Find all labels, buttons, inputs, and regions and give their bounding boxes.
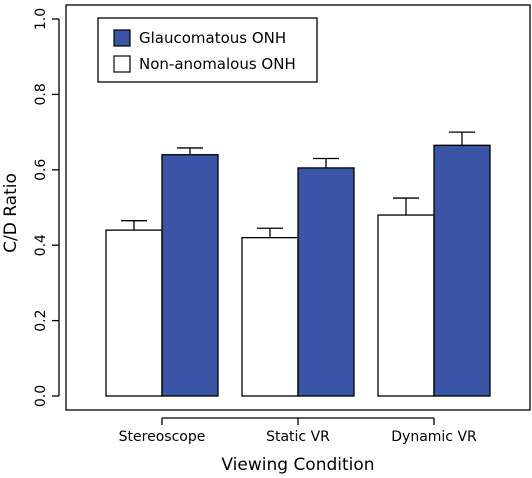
x-axis: Stereoscope Static VR Dynamic VR xyxy=(119,417,477,445)
y-tick-label: 0.2 xyxy=(33,309,49,331)
x-tick-label: Dynamic VR xyxy=(391,429,477,445)
bar xyxy=(161,154,219,397)
y-tick-label: 0.8 xyxy=(33,83,49,105)
legend-swatch xyxy=(113,55,131,73)
x-axis-title: Viewing Condition xyxy=(221,455,374,475)
y-axis-title: C/D Ratio xyxy=(1,173,21,253)
plot-frame xyxy=(65,4,531,411)
x-tick-label: Static VR xyxy=(266,429,330,445)
x-tick-label: Stereoscope xyxy=(119,429,206,445)
legend-box xyxy=(97,17,318,83)
legend-label: Non-anomalous ONH xyxy=(139,55,296,73)
bar xyxy=(377,214,435,397)
plot-area xyxy=(65,4,531,411)
y-tick-label: 0.4 xyxy=(33,234,49,256)
bar xyxy=(105,229,163,397)
legend: Glaucomatous ONH Non-anomalous ONH xyxy=(97,17,318,83)
legend-label: Glaucomatous ONH xyxy=(139,29,286,47)
bar xyxy=(433,144,491,397)
y-tick-label: 0.0 xyxy=(33,385,49,407)
y-axis: 0.0 0.2 0.4 0.6 0.8 1.0 xyxy=(33,8,60,407)
y-tick-label: 1.0 xyxy=(33,8,49,30)
legend-swatch xyxy=(113,29,131,47)
bar xyxy=(297,167,355,397)
bar xyxy=(241,237,299,397)
y-tick-label: 0.6 xyxy=(33,159,49,181)
